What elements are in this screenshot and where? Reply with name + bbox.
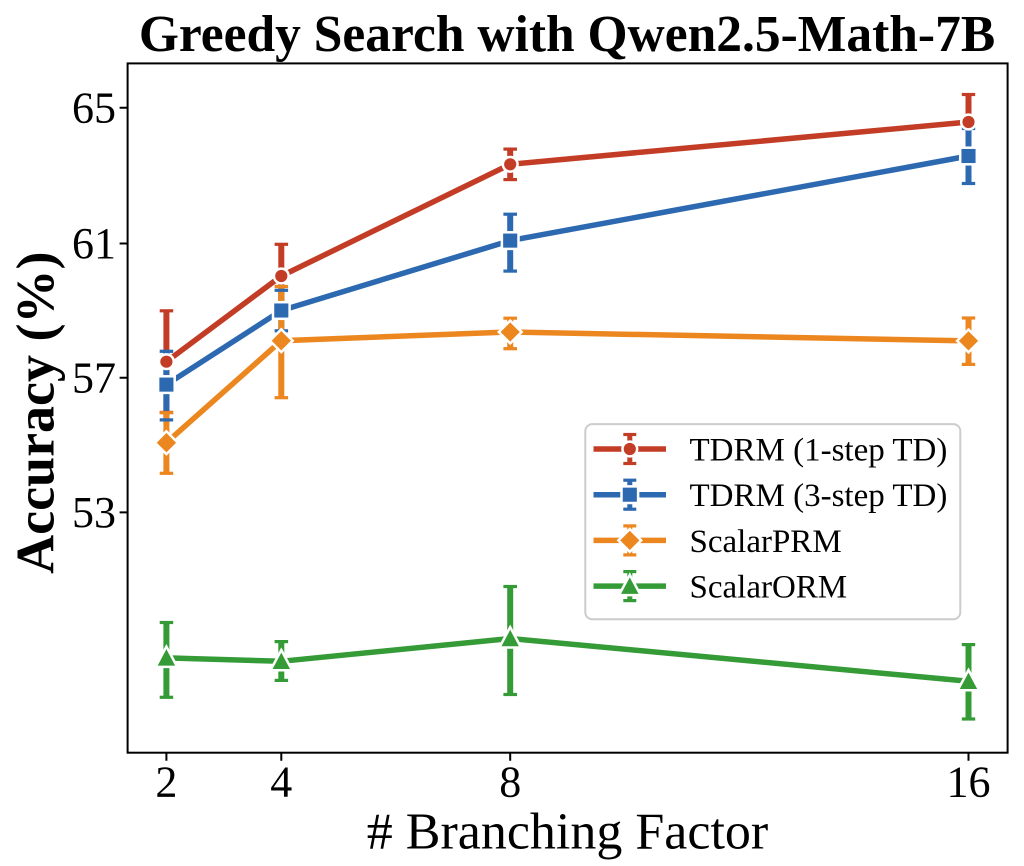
svg-text:TDRM (1-step TD): TDRM (1-step TD)	[690, 433, 948, 469]
svg-text:4: 4	[270, 758, 292, 807]
svg-text:53: 53	[72, 488, 116, 537]
svg-text:61: 61	[72, 219, 116, 268]
svg-text:57: 57	[72, 353, 116, 402]
svg-text:TDRM (3-step TD): TDRM (3-step TD)	[690, 478, 948, 514]
svg-text:ScalarORM: ScalarORM	[690, 570, 848, 606]
svg-text:Greedy Search with Qwen2.5-Mat: Greedy Search with Qwen2.5-Math-7B	[139, 6, 995, 63]
svg-text:# Branching Factor: # Branching Factor	[367, 804, 768, 861]
svg-text:8: 8	[499, 758, 521, 807]
svg-text:2: 2	[155, 758, 177, 807]
svg-text:16: 16	[947, 758, 991, 807]
svg-text:ScalarPRM: ScalarPRM	[690, 524, 842, 560]
svg-text:Accuracy (%): Accuracy (%)	[6, 252, 66, 574]
svg-text:65: 65	[72, 83, 116, 132]
